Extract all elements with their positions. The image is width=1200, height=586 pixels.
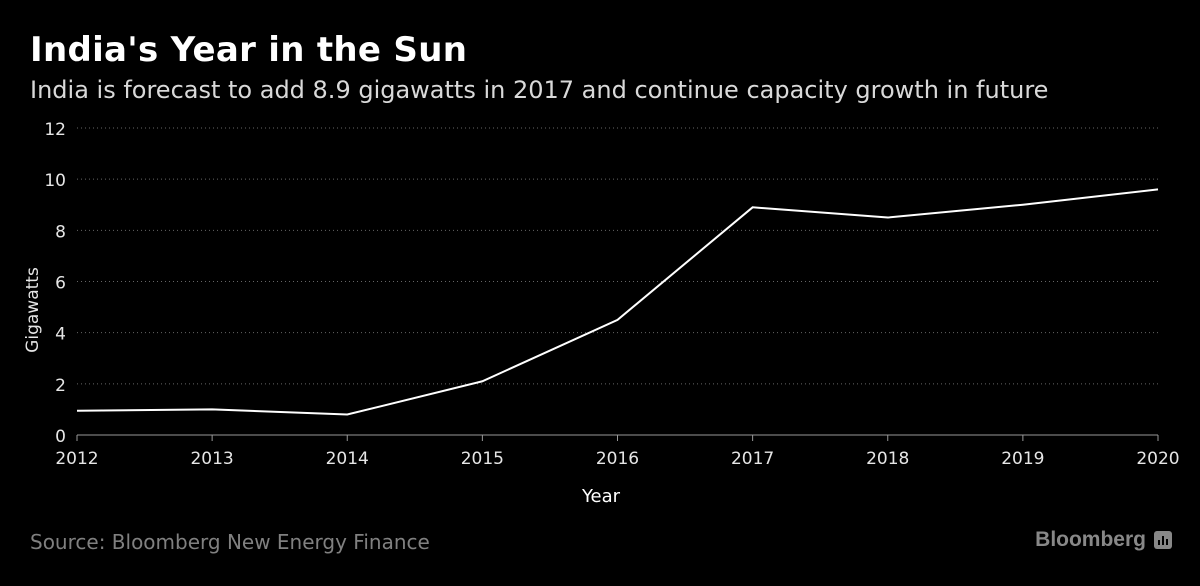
y-tick-label: 4: [55, 325, 66, 345]
x-tick-label: 2019: [1001, 449, 1044, 469]
y-tick-label: 8: [55, 222, 66, 242]
x-tick-label: 2018: [866, 449, 909, 469]
series-group: [76, 188, 1159, 416]
bloomberg-chart-icon: [1154, 531, 1172, 549]
source-note: Source: Bloomberg New Energy Finance: [30, 530, 430, 554]
y-tick-label: 6: [55, 274, 66, 294]
chart-title: India's Year in the Sun: [30, 30, 468, 70]
y-axis-label: Gigawatts: [23, 267, 43, 353]
y-tick-label: 0: [55, 427, 66, 447]
x-tick-label: 2012: [55, 449, 98, 469]
x-axis: [76, 434, 1159, 441]
brand-logo: Bloomberg: [1035, 528, 1146, 551]
y-tick-labels: 0 2 4 6 8 10 12: [44, 120, 66, 447]
x-tick-label: 2014: [326, 449, 369, 469]
x-tick-label: 2020: [1136, 449, 1179, 469]
x-tick-label: 2015: [461, 449, 504, 469]
x-axis-label: Year: [581, 486, 621, 507]
chart-subtitle: India is forecast to add 8.9 gigawatts i…: [30, 76, 1049, 104]
x-tick-label: 2017: [731, 449, 774, 469]
x-tick-labels: 2012 2013 2014 2015 2016 2017 2018 2019 2020: [55, 449, 1179, 469]
gridlines: [77, 127, 1158, 385]
x-tick-label: 2013: [190, 449, 233, 469]
x-tick-label: 2016: [596, 449, 639, 469]
y-tick-label: 2: [55, 376, 66, 396]
series-line-0: [76, 188, 1159, 416]
y-tick-label: 10: [44, 171, 66, 191]
y-tick-label: 12: [44, 120, 66, 140]
